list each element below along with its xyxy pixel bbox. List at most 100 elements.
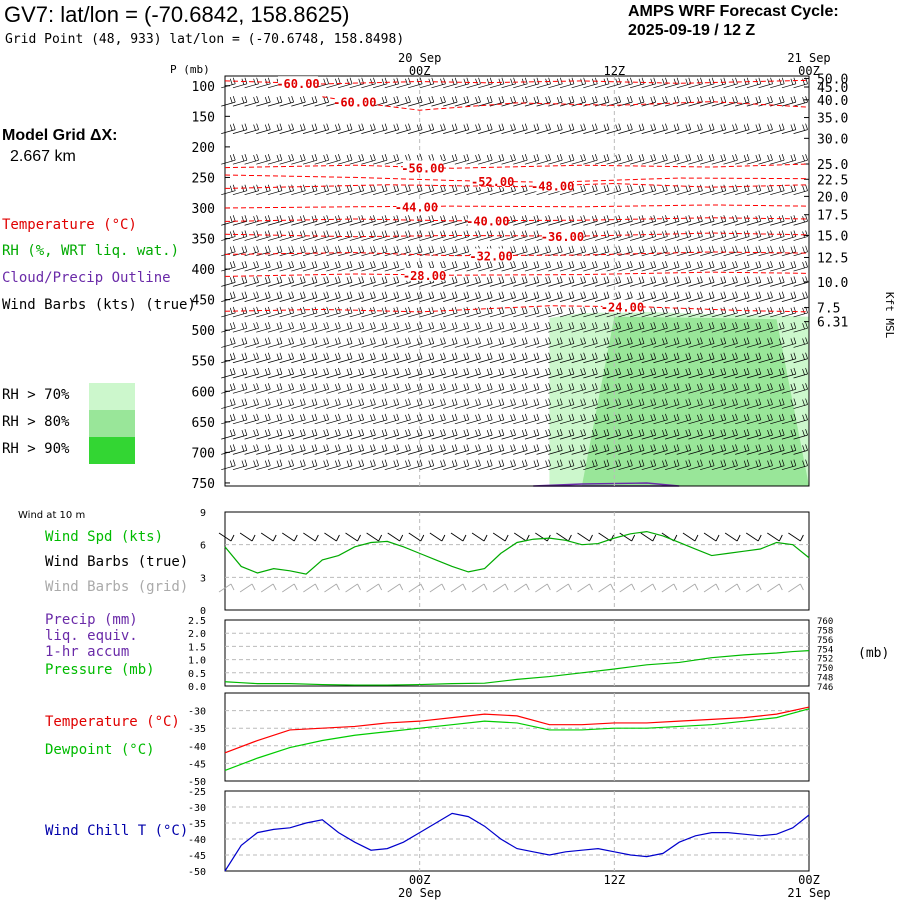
wind-barb [700,459,715,471]
wind-barb [221,429,236,440]
wind-barb [559,123,575,134]
pressure-right-tick-label: 746 [817,683,833,693]
wind-barb [700,322,715,333]
wind-barb [793,260,808,272]
wind-barb [723,367,738,379]
wind-barb [267,413,283,425]
temp-panel-frame [224,692,810,782]
wind-barb [454,260,470,272]
wind-barb [653,260,668,272]
wind-barb [781,154,797,165]
wind-barb [700,383,715,394]
wind-barb [454,444,470,455]
wind-barb-true [619,532,636,542]
wind-barb [361,245,376,257]
wind-barb [536,154,551,165]
wind-barb [618,367,633,379]
wind-barb-true [745,532,762,542]
wind-barb [781,444,797,455]
wind-barb [618,260,633,272]
wind-barbs-true-label: Wind Barbs (true) [45,554,189,570]
rh-90-label: RH > 90% [2,441,70,457]
wind-barb [466,77,481,89]
wind-barb [758,459,773,471]
wind-barb [513,306,528,318]
wind-barb-true [218,532,235,542]
wind-barb [723,398,738,409]
temperature-contour [224,174,810,183]
wind-barb [770,154,785,165]
wind-barb [641,123,657,134]
x-date-label-bottom: 21 Sep [787,886,830,900]
wind-barb [618,429,633,440]
wind-barb [279,337,294,348]
wind-barb [419,413,435,425]
wind-barb [629,322,645,333]
wind-barb [244,367,259,379]
contour-label-bg [404,267,445,281]
wind-barb [302,459,318,471]
wind-barb [396,184,411,196]
wind-barb [618,352,633,364]
wind-barb [443,429,458,440]
wind-barb [302,398,318,409]
wind-barb [454,352,470,364]
wind-barb [267,383,283,394]
wind-barb [524,322,540,333]
wind-barb [606,95,622,107]
wind-barb [349,123,365,134]
wind-barb [524,444,540,455]
wind-barb [291,123,306,134]
wind-barb [629,398,645,409]
wind-barb [793,398,808,409]
wind-barb [641,276,657,287]
wind-barb [244,291,259,302]
wind-barb [466,413,481,425]
wind-barb [454,367,470,379]
x-date-label-top: 20 Sep [398,51,441,65]
wind-barb [337,260,353,272]
wind-barb [291,322,306,333]
wind-barb [326,154,341,165]
wind-barb [513,276,528,287]
wind-barb [559,337,575,348]
wind-barb [244,123,259,134]
wind-barb [489,230,505,241]
wind-barb [746,154,762,165]
wind-barb [326,123,341,134]
wind-barb [302,245,318,257]
wind-barb [454,413,470,425]
wind-barb [466,337,481,348]
x-hour-label-bottom: 12Z [603,873,625,887]
wind-barb [396,459,411,471]
model-grid-label: Model Grid ΔX: [2,127,118,144]
wind-barb [337,383,353,394]
wind-barb [349,459,365,471]
wind-barb [501,123,516,134]
wind-barb [372,291,388,302]
wind-barb [688,154,703,165]
wind-barb [396,337,411,348]
wind-barb [337,306,353,318]
wind-barb [700,398,715,409]
wind-barb [396,352,411,364]
wind10m-title: Wind at 10 m [18,510,86,521]
wind-barb [478,383,493,394]
wind-barb [711,337,727,348]
wind-barb [466,429,481,440]
wind-barb [653,95,668,107]
windchill-panel-y-tick-label: -25 [188,787,206,798]
wind-barb [314,398,330,409]
temp-panel-y-tick-label: -45 [188,759,206,770]
precip-panel-y-tick-label: 1.5 [188,642,206,653]
wind-barb [548,123,563,134]
kft-tick-label: 22.5 [817,173,848,188]
wind-barb [349,215,365,226]
wind-barb-grid [661,583,678,593]
wind-barb [326,367,341,379]
temperature-contour-label: -40.00 [466,215,509,229]
wind-barb [372,444,388,455]
wind-barb [571,429,586,440]
legend-cloud: Cloud/Precip Outline [2,270,171,286]
wind-barb [606,444,622,455]
